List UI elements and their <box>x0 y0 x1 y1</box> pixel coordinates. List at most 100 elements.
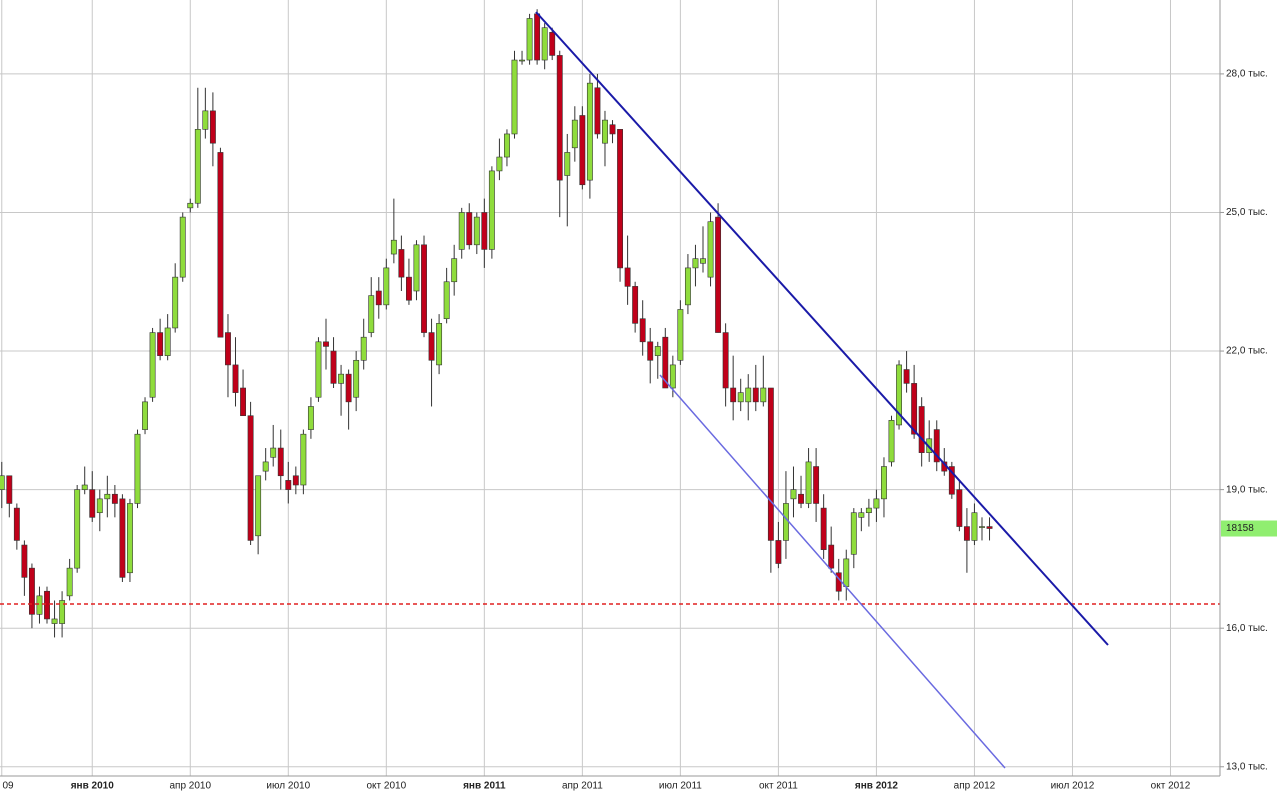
candle-body <box>579 115 586 186</box>
candle-body <box>564 152 571 176</box>
candle-body <box>104 493 111 500</box>
candle-body <box>858 512 865 518</box>
candle-body <box>541 27 548 61</box>
candle-body <box>647 341 654 361</box>
candle-body <box>933 429 940 463</box>
candle-body <box>918 406 925 453</box>
candle-body <box>700 258 706 264</box>
candle-body <box>164 327 171 356</box>
candle-body <box>119 498 126 578</box>
y-tick-label: 16,0 тыс. <box>1226 623 1268 634</box>
candle-body <box>338 373 345 384</box>
candle-body <box>179 216 186 278</box>
candle-body <box>111 493 118 504</box>
candle-body <box>458 212 465 250</box>
candle-body <box>96 498 103 514</box>
candle-body <box>767 387 774 541</box>
candle-body <box>217 152 224 338</box>
candle-body <box>624 267 631 287</box>
candle-body <box>6 475 13 504</box>
candle-body <box>421 244 427 333</box>
candle-body <box>127 503 133 574</box>
candle-body <box>865 507 872 514</box>
candle-body <box>519 59 525 62</box>
trend-line <box>535 11 1109 646</box>
x-tick-label: 09 <box>2 781 14 792</box>
candle-body <box>443 281 450 320</box>
candle-body <box>850 512 857 555</box>
candle-body <box>813 466 820 504</box>
candle-body <box>979 526 985 528</box>
candle-body <box>730 387 737 403</box>
candle-body <box>526 18 533 61</box>
candle-body <box>51 618 58 624</box>
candle-body <box>277 447 284 477</box>
candle-body <box>59 600 66 624</box>
candle-body <box>843 558 850 587</box>
candle-body <box>473 216 480 246</box>
candle-body <box>873 498 880 509</box>
candle-body <box>390 239 397 255</box>
candle-body <box>971 512 978 541</box>
candle-body <box>172 276 179 329</box>
candle-body <box>760 387 767 403</box>
candle-body <box>986 526 993 529</box>
candle-body <box>451 258 458 283</box>
candle-body <box>820 507 827 550</box>
candle-body <box>240 387 246 417</box>
candle-body <box>330 350 337 384</box>
candle-body <box>157 332 164 356</box>
grid <box>0 0 1220 776</box>
x-tick-label: июл 2012 <box>1051 781 1095 792</box>
candle-body <box>323 341 329 347</box>
candle-body <box>722 332 729 389</box>
candle-body <box>511 59 518 135</box>
candle-body <box>669 364 676 389</box>
x-tick-label: янв 2011 <box>463 781 506 792</box>
candle-body <box>481 212 488 250</box>
x-tick-label: янв 2010 <box>71 781 114 792</box>
candle-body <box>232 364 239 393</box>
candle-body <box>262 461 269 472</box>
x-tick-label: окт 2011 <box>759 781 798 792</box>
candle-body <box>255 475 262 537</box>
candle-body <box>496 156 503 172</box>
candle-body <box>89 489 96 518</box>
candle-body <box>534 13 541 61</box>
candle-body <box>677 309 684 361</box>
candle-body <box>194 129 201 204</box>
candle-body <box>13 507 20 541</box>
candle-body <box>504 133 510 158</box>
x-tick-label: окт 2012 <box>1151 781 1191 792</box>
candle-body <box>413 244 420 292</box>
candle-body <box>707 221 714 278</box>
candle-body <box>775 540 782 564</box>
candle-body <box>617 129 623 269</box>
candle-body <box>488 170 495 250</box>
candle-body <box>911 383 918 435</box>
candle-body <box>405 276 412 301</box>
price-tag: 18158 <box>1226 523 1254 534</box>
candle-body <box>360 336 367 361</box>
x-tick-label: апр 2011 <box>562 781 603 792</box>
candle-body <box>828 544 835 569</box>
candle-body <box>745 387 752 403</box>
y-tick-label: 19,0 тыс. <box>1226 484 1268 495</box>
candle-body <box>639 318 646 343</box>
x-tick-label: июл 2011 <box>659 781 702 792</box>
candle-body <box>225 332 231 366</box>
candle-body <box>345 373 352 403</box>
candle-body <box>549 32 556 56</box>
y-tick-label: 13,0 тыс. <box>1226 761 1268 772</box>
labels: 13,0 тыс. 16,0 тыс. 19,0 тыс. 22,0 тыс. 25,0… <box>2 69 1277 792</box>
candle-body <box>353 359 360 398</box>
candle-body <box>466 212 473 246</box>
candle-body <box>586 82 593 181</box>
y-tick-label: 28,0 тыс. <box>1226 69 1268 80</box>
candle-body <box>202 110 209 130</box>
candle-body <box>36 595 43 615</box>
candle-body <box>149 332 156 398</box>
candle-body <box>436 323 443 366</box>
candle-body <box>81 484 88 490</box>
